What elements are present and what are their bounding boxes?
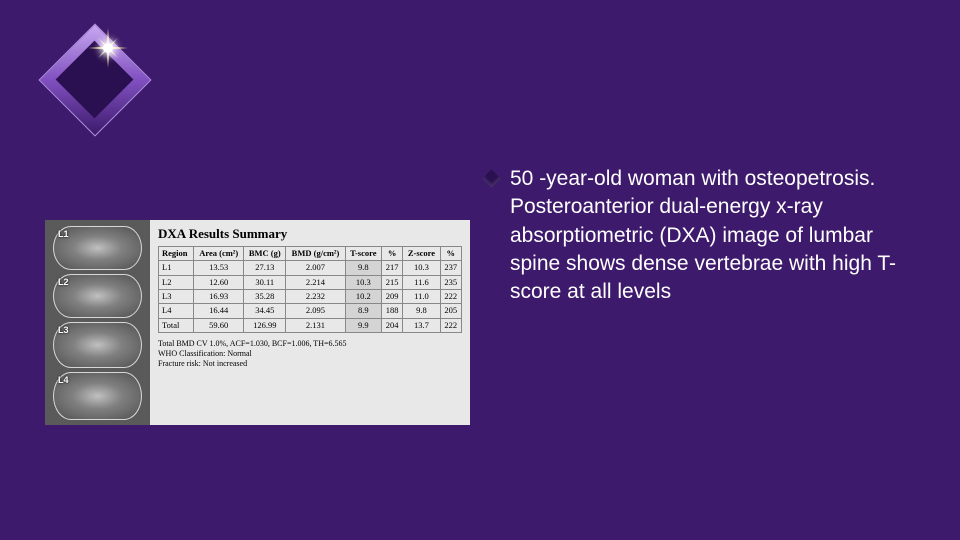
vertebra-l2: L2 bbox=[53, 274, 142, 318]
table-row: Total59.60126.992.1319.920413.7222 bbox=[159, 318, 462, 332]
table-cell: 2.095 bbox=[286, 304, 345, 318]
table-cell: 205 bbox=[440, 304, 461, 318]
table-cell: 2.131 bbox=[286, 318, 345, 332]
dxa-col-header: % bbox=[440, 247, 461, 261]
dxa-results: DXA Results Summary RegionArea (cm²)BMC … bbox=[150, 220, 470, 425]
table-row: L212.6030.112.21410.321511.6235 bbox=[159, 275, 462, 289]
dxa-footnotes: Total BMD CV 1.0%, ACF=1.030, BCF=1.006,… bbox=[158, 339, 462, 369]
dxa-col-header: Region bbox=[159, 247, 194, 261]
dxa-table-header-row: RegionArea (cm²)BMC (g)BMD (g/cm²)T-scor… bbox=[159, 247, 462, 261]
table-cell: L4 bbox=[159, 304, 194, 318]
table-cell: 2.232 bbox=[286, 290, 345, 304]
bullet-item: 50 -year-old woman with osteopetrosis. P… bbox=[485, 165, 915, 307]
table-cell: 13.7 bbox=[403, 318, 440, 332]
dxa-table: RegionArea (cm²)BMC (g)BMD (g/cm²)T-scor… bbox=[158, 246, 462, 333]
table-cell: L1 bbox=[159, 261, 194, 275]
table-cell: 16.93 bbox=[194, 290, 244, 304]
table-cell: 8.9 bbox=[345, 304, 381, 318]
spine-image: L1 L2 L3 L4 bbox=[45, 220, 150, 425]
table-cell: 10.3 bbox=[345, 275, 381, 289]
footnote-line: Total BMD CV 1.0%, ACF=1.030, BCF=1.006,… bbox=[158, 339, 462, 349]
vertebra-label: L2 bbox=[58, 277, 69, 287]
table-cell: 11.6 bbox=[403, 275, 440, 289]
vertebra-label: L4 bbox=[58, 375, 69, 385]
dxa-col-header: BMD (g/cm²) bbox=[286, 247, 345, 261]
dxa-col-header: T-score bbox=[345, 247, 381, 261]
table-cell: 215 bbox=[381, 275, 402, 289]
table-cell: 35.28 bbox=[244, 290, 286, 304]
table-cell: 209 bbox=[381, 290, 402, 304]
vertebra-label: L3 bbox=[58, 325, 69, 335]
footnote-line: WHO Classification: Normal bbox=[158, 349, 462, 359]
vertebra-label: L1 bbox=[58, 229, 69, 239]
table-cell: 237 bbox=[440, 261, 461, 275]
dxa-col-header: % bbox=[381, 247, 402, 261]
table-cell: 30.11 bbox=[244, 275, 286, 289]
table-row: L113.5327.132.0079.821710.3237 bbox=[159, 261, 462, 275]
footnote-line: Fracture risk: Not increased bbox=[158, 359, 462, 369]
slide-logo bbox=[30, 10, 160, 140]
table-cell: 12.60 bbox=[194, 275, 244, 289]
table-cell: 235 bbox=[440, 275, 461, 289]
dxa-results-title: DXA Results Summary bbox=[158, 226, 462, 242]
table-cell: 9.8 bbox=[345, 261, 381, 275]
vertebra-l1: L1 bbox=[53, 226, 142, 270]
table-cell: 9.8 bbox=[403, 304, 440, 318]
dxa-col-header: Z-score bbox=[403, 247, 440, 261]
table-row: L416.4434.452.0958.91889.8205 bbox=[159, 304, 462, 318]
table-cell: 9.9 bbox=[345, 318, 381, 332]
table-cell: 34.45 bbox=[244, 304, 286, 318]
table-cell: 222 bbox=[440, 318, 461, 332]
table-cell: 222 bbox=[440, 290, 461, 304]
table-cell: 16.44 bbox=[194, 304, 244, 318]
dxa-table-body: L113.5327.132.0079.821710.3237L212.6030.… bbox=[159, 261, 462, 333]
dxa-figure: L1 L2 L3 L4 DXA Results Summary RegionAr… bbox=[45, 220, 470, 425]
table-cell: 13.53 bbox=[194, 261, 244, 275]
slide-text-block: 50 -year-old woman with osteopetrosis. P… bbox=[485, 165, 915, 307]
table-cell: 10.2 bbox=[345, 290, 381, 304]
vertebra-l3: L3 bbox=[53, 322, 142, 368]
table-cell: 10.3 bbox=[403, 261, 440, 275]
table-cell: 204 bbox=[381, 318, 402, 332]
vertebra-l4: L4 bbox=[53, 372, 142, 420]
diamond-bullet-icon bbox=[482, 169, 500, 187]
table-cell: L2 bbox=[159, 275, 194, 289]
table-cell: 59.60 bbox=[194, 318, 244, 332]
table-cell: 188 bbox=[381, 304, 402, 318]
table-cell: 2.007 bbox=[286, 261, 345, 275]
table-row: L316.9335.282.23210.220911.0222 bbox=[159, 290, 462, 304]
table-cell: 217 bbox=[381, 261, 402, 275]
dxa-col-header: BMC (g) bbox=[244, 247, 286, 261]
table-cell: 2.214 bbox=[286, 275, 345, 289]
table-cell: 126.99 bbox=[244, 318, 286, 332]
table-cell: Total bbox=[159, 318, 194, 332]
table-cell: 11.0 bbox=[403, 290, 440, 304]
table-cell: L3 bbox=[159, 290, 194, 304]
bullet-text: 50 -year-old woman with osteopetrosis. P… bbox=[510, 165, 915, 307]
table-cell: 27.13 bbox=[244, 261, 286, 275]
dxa-col-header: Area (cm²) bbox=[194, 247, 244, 261]
